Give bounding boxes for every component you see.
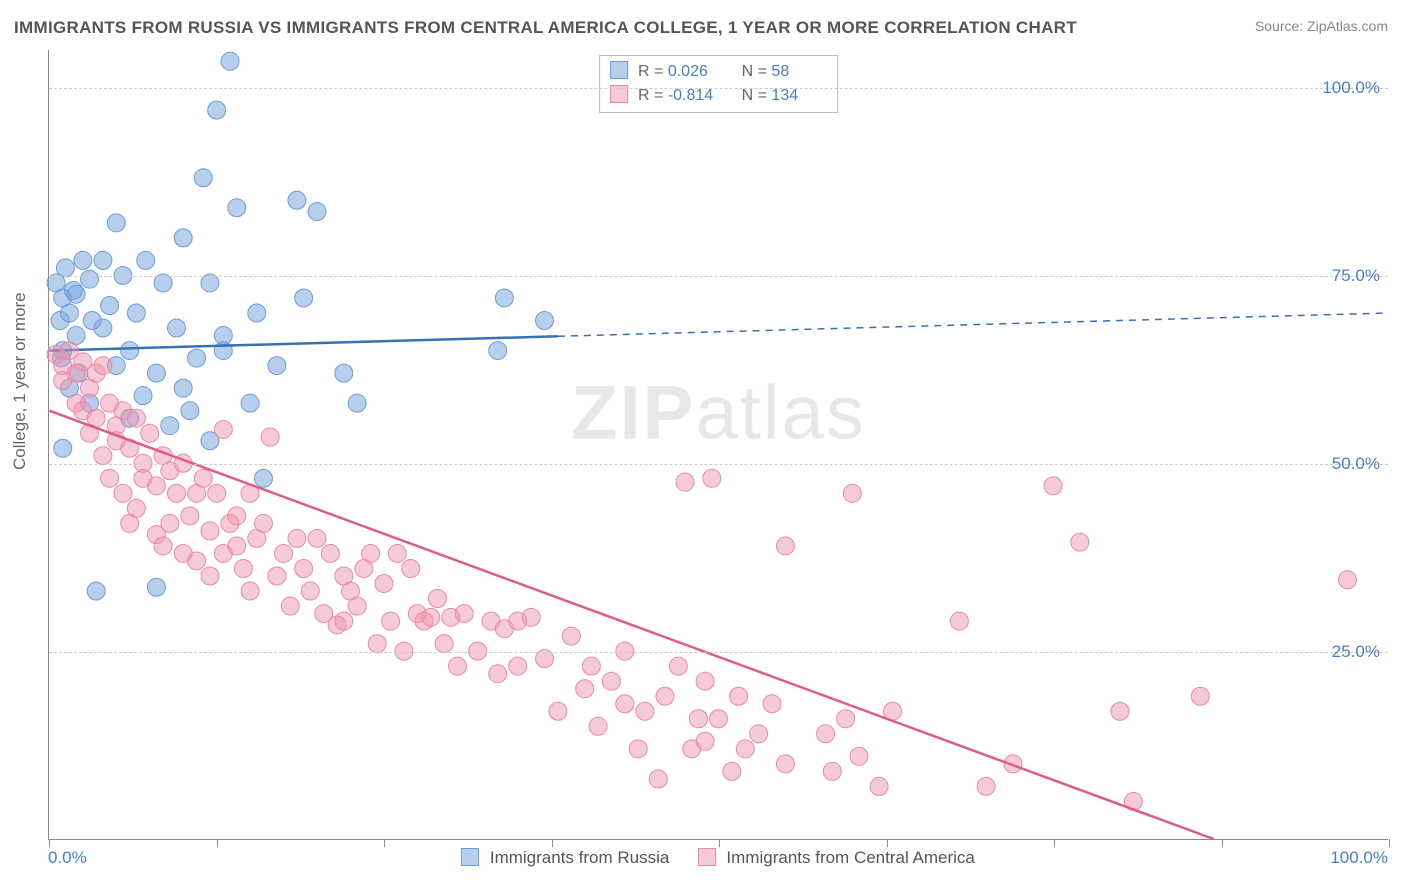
n-value-1: 58 [771, 60, 827, 84]
y-tick-label: 100.0% [1322, 78, 1380, 98]
n-label-1: N = [742, 63, 772, 80]
y-tick-label: 25.0% [1332, 642, 1380, 662]
legend-swatch-2 [698, 848, 716, 866]
legend-label-2: Immigrants from Central America [726, 848, 974, 867]
plot-area: ZIPatlas R = 0.026 N = 58 R = -0.814 N =… [48, 50, 1388, 840]
y-tick-label: 75.0% [1332, 266, 1380, 286]
r-label-2: R = [638, 87, 668, 104]
chart-title: IMMIGRANTS FROM RUSSIA VS IMMIGRANTS FRO… [14, 18, 1077, 38]
source-attribution: Source: ZipAtlas.com [1255, 18, 1388, 34]
legend-row-series-1: R = 0.026 N = 58 [610, 60, 828, 84]
swatch-series-1 [610, 61, 628, 79]
chart-container: College, 1 year or more ZIPatlas R = 0.0… [0, 50, 1406, 892]
r-value-1: 0.026 [668, 60, 724, 84]
plot-svg [49, 50, 1388, 839]
y-axis-label: College, 1 year or more [10, 292, 30, 470]
legend-label-1: Immigrants from Russia [490, 848, 669, 867]
correlation-legend: R = 0.026 N = 58 R = -0.814 N = 134 [599, 55, 839, 113]
r-label-1: R = [638, 63, 668, 80]
series-legend: Immigrants from Russia Immigrants from C… [48, 848, 1388, 868]
n-label-2: N = [742, 87, 772, 104]
y-tick-label: 50.0% [1332, 454, 1380, 474]
legend-swatch-1 [461, 848, 479, 866]
